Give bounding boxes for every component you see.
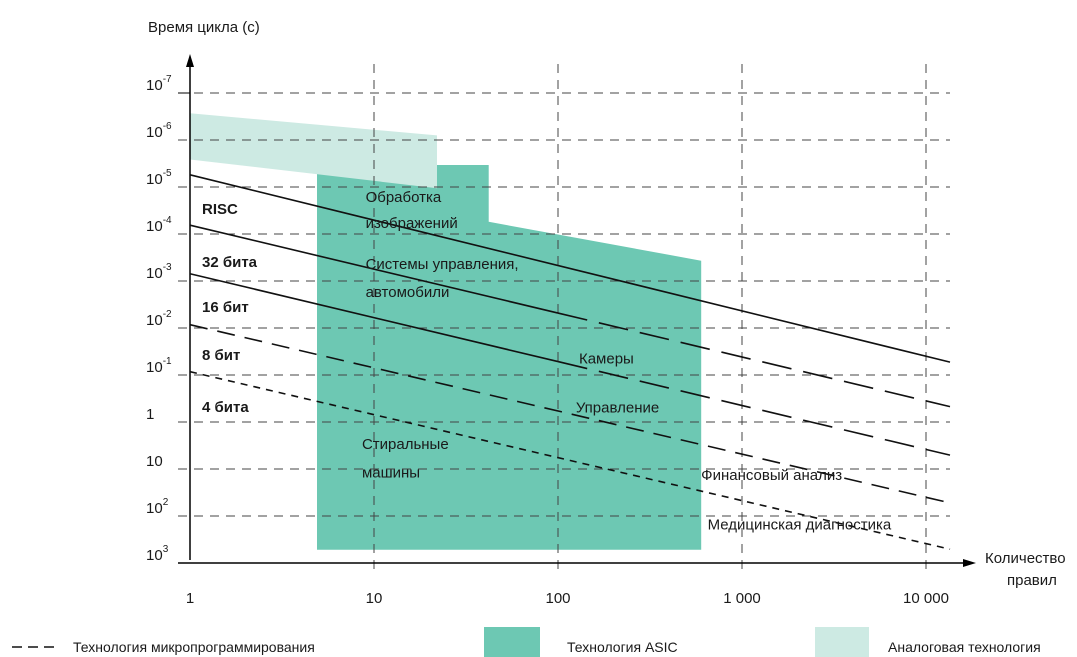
x-tick-label: 1 000 bbox=[723, 590, 761, 607]
annotation: машины bbox=[362, 464, 420, 481]
annotation: изображений bbox=[366, 215, 458, 232]
x-tick-label: 100 bbox=[545, 590, 570, 607]
x-axis-arrow bbox=[963, 559, 976, 567]
annotation: Стиральные bbox=[362, 436, 449, 453]
series-line-solid bbox=[189, 174, 951, 363]
series-line-dashed bbox=[557, 312, 951, 408]
series-label: 4 бита bbox=[202, 399, 249, 416]
x-tick-label: 1 bbox=[186, 590, 194, 607]
series-layer bbox=[189, 174, 951, 550]
regions-layer bbox=[190, 113, 702, 550]
series-line-solid bbox=[189, 272, 559, 363]
annotation: Обработка bbox=[366, 189, 442, 206]
legend-layer: Технология микропрограммирования Технолог… bbox=[12, 627, 1041, 657]
legend-label: Технология ASIC bbox=[567, 639, 678, 655]
annotation: Управление bbox=[576, 400, 659, 417]
asic-region bbox=[317, 165, 702, 550]
y-tick-label: 10-1 bbox=[146, 356, 172, 376]
x-axis-title-line2: правил bbox=[1007, 572, 1057, 589]
series-line-dashed bbox=[189, 370, 951, 550]
legend-label: Аналоговая технология bbox=[888, 639, 1041, 655]
annotation: Финансовый анализ bbox=[701, 467, 842, 484]
y-tick-label: 1 bbox=[146, 406, 154, 423]
y-axis-arrow bbox=[186, 54, 194, 67]
analog-region bbox=[190, 113, 437, 189]
y-tick-label: 10 bbox=[146, 453, 163, 470]
y-tick-label: 10-4 bbox=[146, 215, 172, 235]
x-tick-label: 10 bbox=[366, 590, 383, 607]
annotation: автомобили bbox=[366, 284, 450, 301]
series-line-dashed bbox=[189, 323, 951, 504]
series-label: 16 бит bbox=[202, 299, 249, 316]
y-axis-title: Время цикла (с) bbox=[148, 19, 260, 36]
y-tick-label: 10-2 bbox=[146, 309, 172, 329]
series-label: 32 бита bbox=[202, 254, 258, 271]
y-tick-label: 10-5 bbox=[146, 168, 172, 188]
series-label: RISC bbox=[202, 201, 238, 218]
y-tick-label: 10-6 bbox=[146, 121, 172, 141]
legend-swatch-asic bbox=[484, 627, 540, 657]
annotation: Системы управления, bbox=[366, 256, 519, 273]
y-tick-label: 102 bbox=[146, 497, 169, 517]
annotation: Камеры bbox=[579, 351, 634, 368]
y-tick-label: 10-3 bbox=[146, 262, 172, 282]
legend-label: Технология микропрограммирования bbox=[73, 639, 315, 655]
labels-layer: 10-7 10-6 10-5 10-4 10-3 10-2 10-1 1 10 102 103 1 10… bbox=[146, 74, 1066, 607]
y-tick-label: 10-7 bbox=[146, 74, 172, 94]
x-tick-label: 10 000 bbox=[903, 590, 949, 607]
series-line-dashed bbox=[557, 360, 951, 456]
series-label: 8 бит bbox=[202, 347, 240, 364]
grid-layer bbox=[178, 64, 950, 575]
legend-swatch-analog bbox=[815, 627, 869, 657]
series-line-solid bbox=[189, 224, 559, 314]
y-tick-label: 103 bbox=[146, 544, 169, 564]
annotation: Медицинская диагностика bbox=[708, 517, 892, 534]
axes-layer: Время цикла (с) bbox=[148, 19, 976, 567]
x-axis-title: Количество bbox=[985, 550, 1066, 567]
